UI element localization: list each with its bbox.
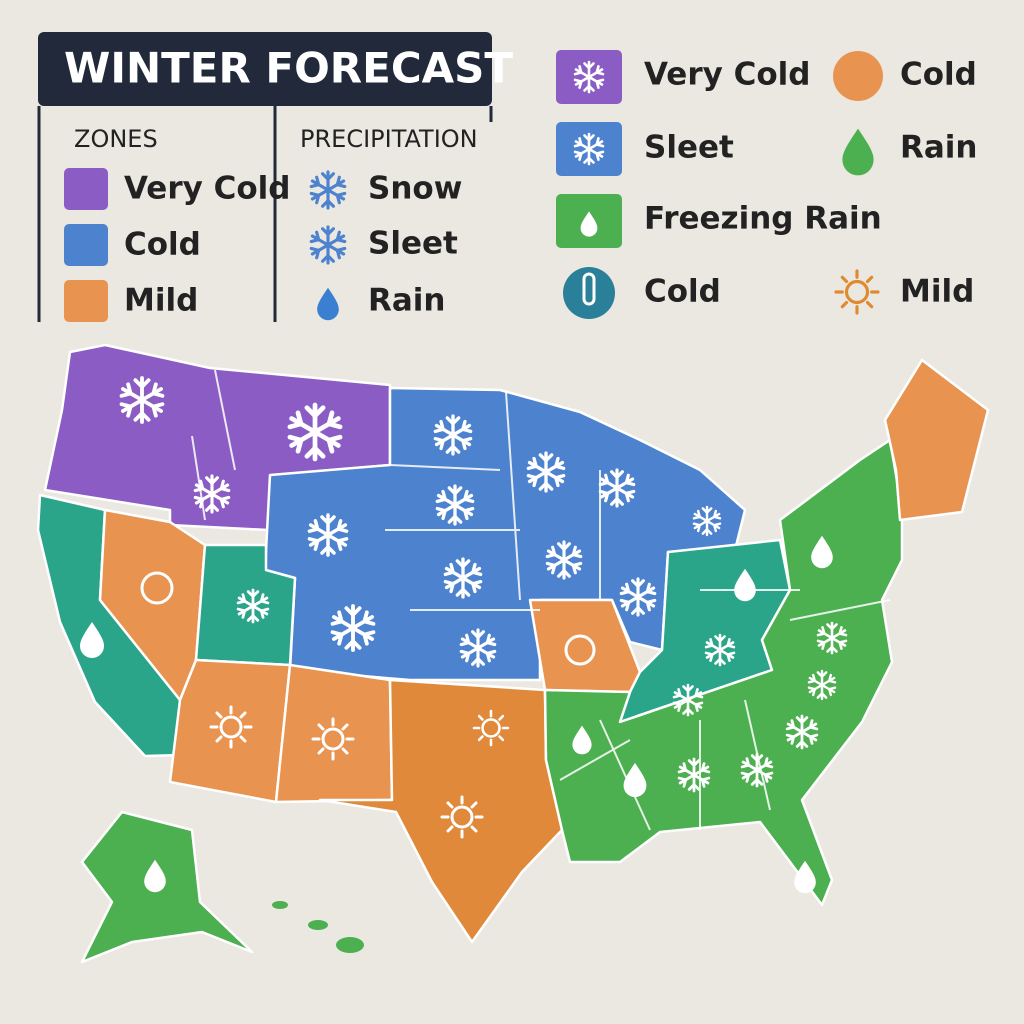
key-label: Very Cold bbox=[644, 57, 810, 93]
swatch bbox=[64, 168, 108, 210]
key: Very Cold Cold Sleet Rain Freezing Rain … bbox=[556, 50, 978, 319]
swatch bbox=[64, 280, 108, 322]
precip-label: Rain bbox=[368, 283, 446, 319]
map bbox=[36, 343, 990, 964]
key-label: Cold bbox=[644, 274, 721, 310]
key-label: Cold bbox=[900, 57, 977, 93]
title-bar bbox=[38, 32, 492, 106]
precip-label: Sleet bbox=[368, 226, 458, 262]
legend-panel: WINTER FORECAST ZONES Very Cold Cold Mil… bbox=[37, 32, 513, 322]
swatch bbox=[64, 224, 108, 266]
key-label: Mild bbox=[900, 274, 974, 310]
zone-label: Very Cold bbox=[124, 171, 290, 207]
zone-label: Cold bbox=[124, 227, 201, 263]
key-label: Rain bbox=[900, 130, 978, 166]
precip-label: Snow bbox=[368, 171, 462, 207]
title: WINTER FORECAST bbox=[64, 44, 513, 93]
zones-heading: ZONES bbox=[74, 125, 158, 153]
zone-label: Mild bbox=[124, 283, 198, 319]
precip-heading: PRECIPITATION bbox=[300, 125, 478, 153]
key-label: Freezing Rain bbox=[644, 201, 882, 237]
key-label: Sleet bbox=[644, 130, 734, 166]
